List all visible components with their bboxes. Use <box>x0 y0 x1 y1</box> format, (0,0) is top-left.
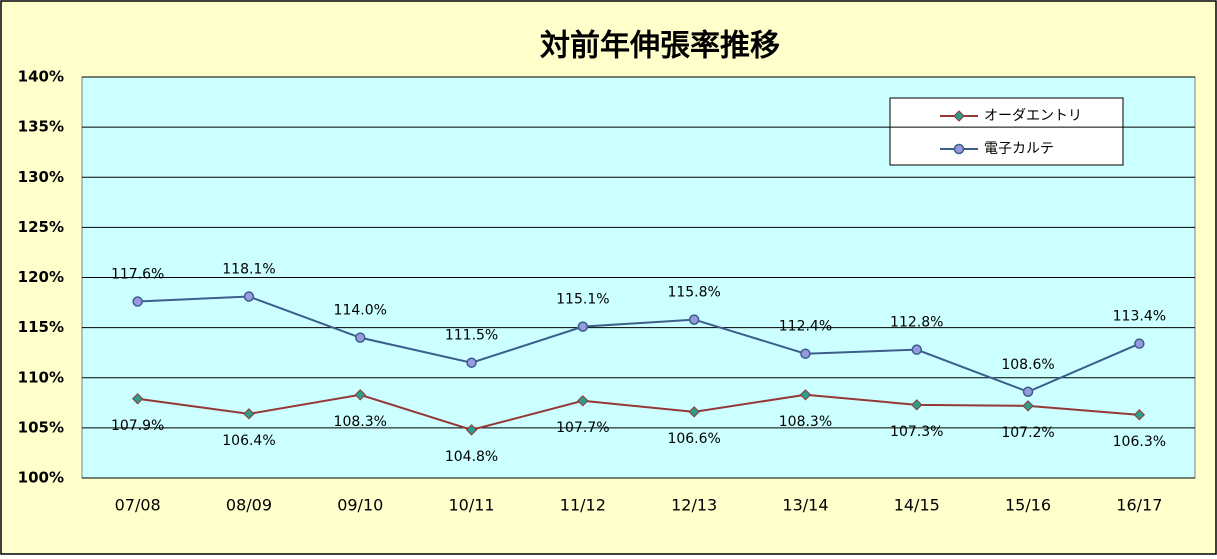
legend-label: 電子カルテ <box>984 141 1054 157</box>
data-point <box>1022 400 1034 412</box>
chart-title: 対前年伸張率推移 <box>540 29 780 64</box>
data-label: 106.3% <box>1113 434 1166 450</box>
x-tick-label: 11/12 <box>560 496 606 515</box>
data-label: 115.8% <box>667 285 720 301</box>
data-point <box>355 332 366 343</box>
data-point <box>577 395 589 407</box>
data-point <box>465 424 478 436</box>
data-point <box>354 389 366 401</box>
legend <box>889 97 1124 166</box>
y-tick-label: 130% <box>18 168 64 186</box>
data-label: 106.6% <box>667 431 720 447</box>
series-line <box>137 295 1140 393</box>
data-point <box>688 314 700 325</box>
data-label: 108.3% <box>334 414 387 430</box>
x-tick-label: 10/11 <box>448 496 494 515</box>
data-label: 112.8% <box>890 315 943 331</box>
legend-label: オーダエントリ <box>984 108 1082 124</box>
data-label: 106.4% <box>222 433 275 449</box>
y-tick-label: 135% <box>18 118 64 136</box>
data-label: 107.9% <box>111 418 164 434</box>
data-point <box>911 399 923 411</box>
series-line <box>137 393 1140 431</box>
data-point <box>800 348 811 359</box>
data-label: 114.0% <box>334 303 387 319</box>
data-label: 112.4% <box>779 319 832 335</box>
data-label: 117.6% <box>111 267 164 283</box>
legend-marker <box>953 143 965 155</box>
data-label: 113.4% <box>1113 309 1166 325</box>
data-label: 108.6% <box>1001 357 1054 373</box>
data-label: 118.1% <box>222 262 275 278</box>
data-point <box>466 357 477 368</box>
x-tick-label: 08/09 <box>226 496 272 515</box>
data-point <box>1134 338 1145 349</box>
data-label: 104.8% <box>445 449 498 465</box>
data-point <box>688 406 700 418</box>
y-tick-label: 125% <box>18 218 64 236</box>
x-tick-label: 15/16 <box>1005 496 1051 515</box>
data-point <box>577 321 589 332</box>
data-point <box>132 296 143 307</box>
y-tick-label: 105% <box>18 418 64 436</box>
y-tick-label: 110% <box>18 368 64 386</box>
data-point <box>243 408 255 420</box>
data-point <box>131 393 144 405</box>
data-label: 108.3% <box>779 414 832 430</box>
y-tick-label: 100% <box>18 469 64 487</box>
data-point <box>243 291 255 302</box>
data-label: 115.1% <box>556 292 609 308</box>
data-point <box>1133 409 1146 421</box>
y-tick-label: 120% <box>18 268 64 286</box>
data-label: 107.7% <box>556 420 609 436</box>
data-label: 107.2% <box>1001 425 1054 441</box>
x-tick-label: 13/14 <box>782 496 828 515</box>
data-label: 107.3% <box>890 424 943 440</box>
x-tick-label: 09/10 <box>337 496 383 515</box>
x-tick-label: 14/15 <box>894 496 940 515</box>
x-tick-label: 16/17 <box>1116 496 1162 515</box>
data-point <box>799 389 812 401</box>
legend-marker <box>953 110 965 122</box>
y-tick-label: 140% <box>18 68 64 86</box>
x-tick-label: 07/08 <box>115 496 161 515</box>
legend-box <box>889 97 1124 166</box>
data-point <box>1022 386 1034 398</box>
x-tick-label: 12/13 <box>671 496 717 515</box>
data-point <box>911 344 922 355</box>
data-label: 111.5% <box>445 328 498 344</box>
y-tick-label: 115% <box>18 318 64 336</box>
